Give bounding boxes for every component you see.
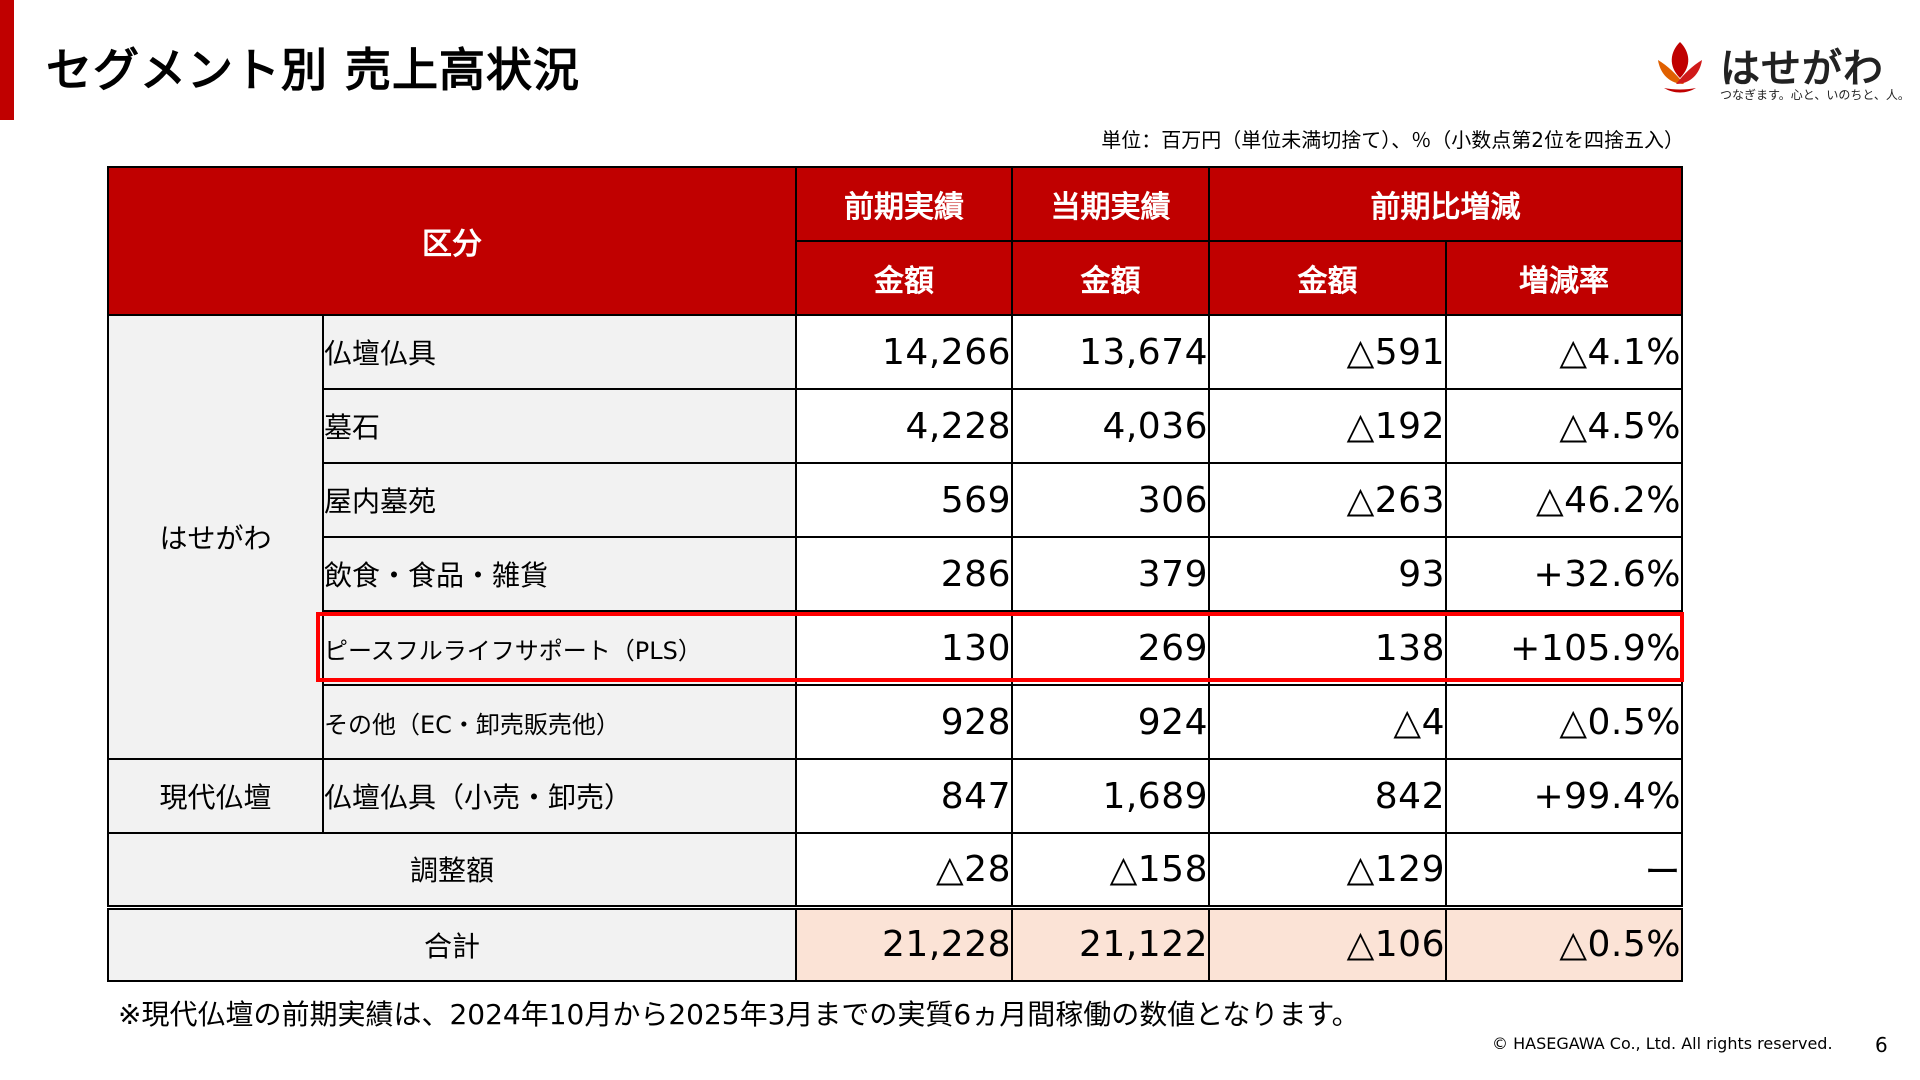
header-change-rate: 増減率 bbox=[1445, 240, 1683, 316]
row-label: 飲食・食品・雑貨 bbox=[322, 536, 797, 612]
logo-name: はせがわ bbox=[1720, 46, 1884, 92]
prev-value: 21,228 bbox=[795, 904, 1013, 982]
curr-value: 379 bbox=[1011, 536, 1210, 612]
diff-value: △106 bbox=[1208, 904, 1447, 982]
table-row: 飲食・食品・雑貨 286 379 93 +32.6% bbox=[108, 536, 1683, 612]
prev-value: 928 bbox=[795, 684, 1013, 760]
rate-value: +99.4% bbox=[1445, 758, 1683, 834]
adjustment-row: 調整額 △28 △158 △129 ー bbox=[107, 832, 1683, 908]
header-change-amount: 金額 bbox=[1208, 240, 1447, 316]
segment-sales-table: 区分 前期実績 当期実績 前期比増減 金額 金額 金額 増減率 はせがわ 仏壇仏… bbox=[107, 166, 1683, 982]
row-label: その他（EC・卸売販売他） bbox=[322, 684, 797, 760]
curr-value: 1,689 bbox=[1011, 758, 1210, 834]
diff-value: △192 bbox=[1208, 388, 1447, 464]
rate-value: △4.5% bbox=[1445, 388, 1683, 464]
unit-note: 単位：百万円（単位未満切捨て）、％（小数点第2位を四捨五入） bbox=[1101, 128, 1684, 152]
curr-value: 924 bbox=[1011, 684, 1210, 760]
row-label: 屋内墓苑 bbox=[322, 462, 797, 538]
row-label: 仏壇仏具 bbox=[322, 314, 797, 390]
diff-value: 138 bbox=[1208, 610, 1447, 686]
total-row: 合計 21,228 21,122 △106 △0.5% bbox=[107, 904, 1683, 982]
table-row: 墓石 4,228 4,036 △192 △4.5% bbox=[108, 388, 1683, 464]
diff-value: 93 bbox=[1208, 536, 1447, 612]
header-category: 区分 bbox=[107, 166, 797, 316]
logo-tagline: つなぎます。心と、いのちと、人。 bbox=[1720, 88, 1910, 102]
rate-value: △0.5% bbox=[1445, 684, 1683, 760]
curr-value: 21,122 bbox=[1011, 904, 1210, 982]
row-label: ピースフルライフサポート（PLS） bbox=[322, 610, 797, 686]
total-label: 合計 bbox=[107, 904, 797, 982]
row-label: 墓石 bbox=[322, 388, 797, 464]
curr-value: 269 bbox=[1011, 610, 1210, 686]
header-curr-amount: 金額 bbox=[1011, 240, 1210, 316]
rate-value: △0.5% bbox=[1445, 904, 1683, 982]
rate-value: ー bbox=[1445, 832, 1683, 908]
lotus-logo-icon bbox=[1658, 42, 1702, 93]
group-hasegawa: はせがわ bbox=[107, 314, 324, 760]
table-row-pls: ピースフルライフサポート（PLS） 130 269 138 +105.9% bbox=[108, 610, 1683, 686]
prev-value: 14,266 bbox=[795, 314, 1013, 390]
row-label: 仏壇仏具（小売・卸売） bbox=[322, 758, 797, 834]
copyright: © HASEGAWA Co., Ltd. All rights reserved… bbox=[1492, 1034, 1833, 1053]
diff-value: 842 bbox=[1208, 758, 1447, 834]
prev-value: 286 bbox=[795, 536, 1013, 612]
prev-value: 847 bbox=[795, 758, 1013, 834]
curr-value: 4,036 bbox=[1011, 388, 1210, 464]
adjustment-label: 調整額 bbox=[107, 832, 797, 908]
diff-value: △4 bbox=[1208, 684, 1447, 760]
footnote: ※現代仏壇の前期実績は、2024年10月から2025年3月までの実質6ヵ月間稼働… bbox=[118, 998, 1360, 1031]
page-number: 6 bbox=[1875, 1033, 1888, 1057]
diff-value: △129 bbox=[1208, 832, 1447, 908]
header-curr-period: 当期実績 bbox=[1011, 166, 1210, 242]
rate-value: +32.6% bbox=[1445, 536, 1683, 612]
curr-value: △158 bbox=[1011, 832, 1210, 908]
table-row: 屋内墓苑 569 306 △263 △46.2% bbox=[108, 462, 1683, 538]
table-row: はせがわ 仏壇仏具 14,266 13,674 △591 △4.1% bbox=[107, 314, 1683, 760]
table-row: その他（EC・卸売販売他） 928 924 △4 △0.5% bbox=[108, 684, 1683, 760]
diff-value: △591 bbox=[1208, 314, 1447, 390]
prev-value: △28 bbox=[795, 832, 1013, 908]
curr-value: 306 bbox=[1011, 462, 1210, 538]
group-gendai: 現代仏壇 bbox=[107, 758, 324, 834]
rate-value: △46.2% bbox=[1445, 462, 1683, 538]
table-row: 現代仏壇 仏壇仏具（小売・卸売） 847 1,689 842 +99.4% bbox=[107, 758, 1683, 834]
company-logo: はせがわ つなぎます。心と、いのちと、人。 bbox=[1650, 36, 1910, 106]
header-change: 前期比増減 bbox=[1208, 166, 1683, 242]
prev-value: 4,228 bbox=[795, 388, 1013, 464]
rate-value: +105.9% bbox=[1445, 610, 1683, 686]
page-title: セグメント別 売上高状況 bbox=[46, 43, 581, 97]
prev-value: 130 bbox=[795, 610, 1013, 686]
rate-value: △4.1% bbox=[1445, 314, 1683, 390]
header-prev-amount: 金額 bbox=[795, 240, 1013, 316]
diff-value: △263 bbox=[1208, 462, 1447, 538]
prev-value: 569 bbox=[795, 462, 1013, 538]
accent-bar bbox=[0, 0, 14, 120]
curr-value: 13,674 bbox=[1011, 314, 1210, 390]
header-prev-period: 前期実績 bbox=[795, 166, 1013, 242]
